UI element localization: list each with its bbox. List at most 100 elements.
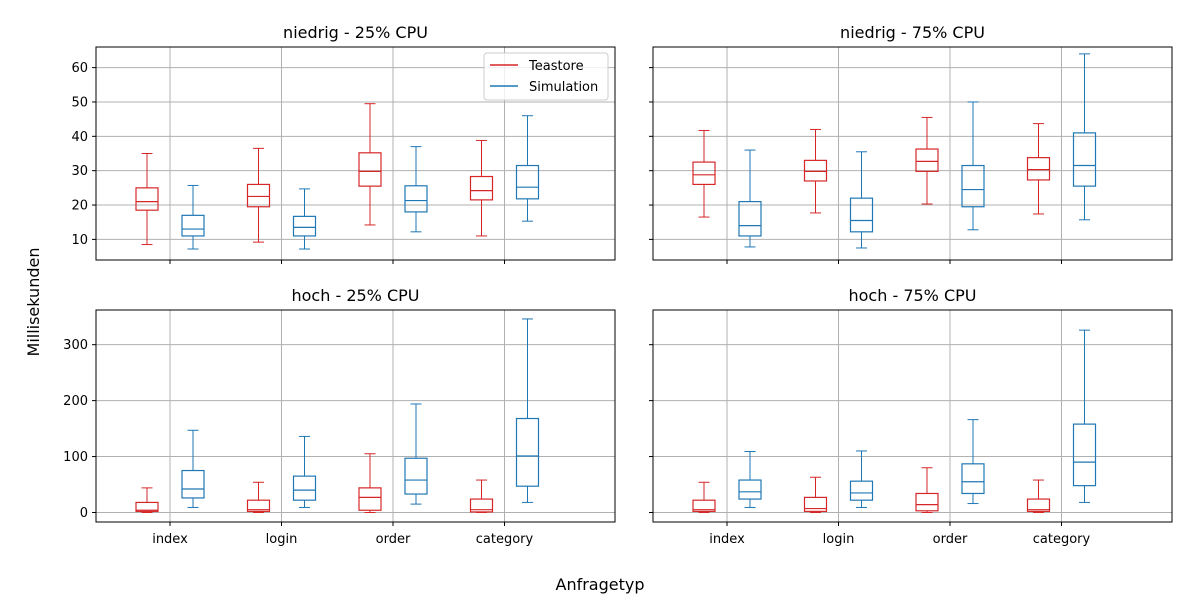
box-teastore-order [358,453,382,513]
y-tick-label: 300 [63,338,88,353]
box-iqr [469,498,494,513]
box-iqr [961,164,985,208]
box-iqr [1072,423,1097,487]
box-iqr [738,200,762,237]
y-tick-label: 40 [71,130,88,145]
box-teastore-index [692,481,716,513]
box-iqr [358,152,382,187]
box-teastore-index [135,153,159,246]
y-tick-label: 100 [63,450,88,465]
y-tick-label: 0 [80,506,88,521]
box-iqr [181,469,205,499]
box-teastore-order [915,467,939,513]
box-iqr [1072,132,1097,187]
box-simulation-login [292,188,317,250]
box-teastore-order [358,103,382,226]
box-simulation-index [181,429,205,508]
box-simulation-order [961,101,985,231]
box-teastore-login [803,476,828,513]
box-iqr [358,487,382,511]
box-simulation-index [181,184,205,250]
x-tick-label: index [709,532,745,547]
box-iqr [404,457,428,495]
x-tick-label: index [152,532,188,547]
box-simulation-index [738,451,762,508]
box-simulation-category [515,318,540,503]
box-simulation-category [515,115,540,222]
x-tick-label: login [823,532,855,547]
panel-title: niedrig - 75% CPU [840,23,985,42]
panel-title: niedrig - 25% CPU [283,23,428,42]
box-iqr [404,185,428,213]
x-tick-label: login [266,532,298,547]
box-simulation-order [404,146,428,233]
box-iqr [135,187,159,211]
box-simulation-index [738,149,762,248]
box-teastore-login [246,481,271,513]
box-teastore-category [1026,479,1051,513]
box-iqr [515,164,540,200]
box-iqr [135,501,159,512]
axes-panel-2: niedrig - 75% CPU [649,23,1173,264]
y-tick-label: 20 [71,199,88,214]
box-simulation-category [1072,329,1097,503]
axes-frame [95,309,616,523]
box-simulation-category [1072,53,1097,221]
y-tick-label: 10 [71,233,88,248]
box-iqr [292,475,317,501]
box-teastore-login [246,147,271,243]
y-tick-label: 30 [71,164,88,179]
box-iqr [849,480,874,501]
box-iqr [292,215,317,237]
y-tick-label: 60 [71,61,88,76]
axes-frame [652,309,1173,523]
box-teastore-category [1026,123,1051,215]
box-iqr [915,492,939,512]
box-iqr [738,479,762,500]
x-tick-label: order [376,532,411,547]
legend-label-teastore: Teastore [528,59,584,74]
box-iqr [803,496,828,512]
box-iqr [515,417,540,487]
x-tick-label: category [476,532,534,547]
legend-label-simulation: Simulation [529,80,598,95]
axes-panel-4: hoch - 75% CPU index login order category [649,286,1173,547]
box-teastore-order [915,116,939,205]
box-iqr [1026,157,1051,181]
panel-title: hoch - 75% CPU [849,286,977,305]
x-tick-label: order [933,532,968,547]
box-iqr [181,214,205,237]
box-teastore-category [469,139,494,237]
axes-frame [652,46,1173,261]
panel-title: hoch - 25% CPU [292,286,420,305]
y-tick-label: 200 [63,394,88,409]
box-iqr [469,175,494,201]
box-iqr [692,161,716,186]
box-iqr [692,499,716,512]
axes-panel-3: hoch - 25% CPU 0 100 200 300 index login order c… [63,286,616,547]
box-iqr [246,183,271,208]
box-simulation-login [849,151,874,249]
box-iqr [849,197,874,233]
box-teastore-index [135,487,159,513]
x-tick-label: category [1033,532,1091,547]
box-simulation-order [404,403,428,505]
x-axis-label: Anfragetyp [556,575,645,594]
box-teastore-login [803,128,828,214]
y-axis-label: Millisekunden [24,248,43,357]
box-iqr [246,499,271,512]
box-iqr [803,159,828,182]
legend: Teastore Simulation [483,52,609,101]
box-teastore-category [469,479,494,513]
box-teastore-index [692,129,716,218]
axes-frame [95,46,616,261]
y-tick-label: 50 [71,95,88,110]
box-iqr [961,463,985,495]
box-iqr [915,148,939,172]
axes-panel-1: niedrig - 25% CPU 10 20 30 40 50 60 Teastore Sim… [71,23,616,264]
box-simulation-order [961,419,985,505]
box-simulation-login [292,435,317,508]
box-simulation-login [849,450,874,508]
box-iqr [1026,498,1051,512]
